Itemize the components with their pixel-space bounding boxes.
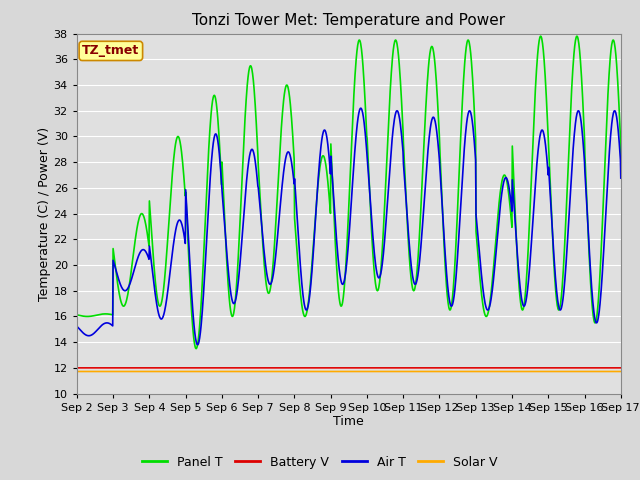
Battery V — [552, 365, 560, 371]
Panel T — [553, 300, 561, 306]
Line: Air T: Air T — [77, 108, 621, 345]
Air T — [195, 341, 202, 347]
Solar V — [194, 369, 202, 374]
Battery V — [255, 365, 262, 371]
Line: Panel T: Panel T — [77, 36, 621, 348]
Panel T — [434, 96, 442, 102]
Panel T — [617, 152, 625, 158]
Air T — [553, 291, 561, 297]
Legend: Panel T, Battery V, Air T, Solar V: Panel T, Battery V, Air T, Solar V — [138, 451, 502, 474]
Battery V — [504, 365, 512, 371]
Panel T — [505, 190, 513, 195]
Air T — [434, 139, 442, 144]
Air T — [193, 342, 201, 348]
Panel T — [193, 346, 200, 351]
Panel T — [73, 312, 81, 318]
Solar V — [504, 369, 512, 374]
Panel T — [537, 33, 545, 39]
Battery V — [73, 365, 81, 371]
Battery V — [617, 365, 625, 371]
Solar V — [255, 369, 262, 374]
Battery V — [194, 365, 202, 371]
Panel T — [195, 338, 202, 344]
Solar V — [552, 369, 560, 374]
Air T — [73, 324, 81, 329]
Title: Tonzi Tower Met: Temperature and Power: Tonzi Tower Met: Temperature and Power — [192, 13, 506, 28]
Solar V — [617, 369, 625, 374]
X-axis label: Time: Time — [333, 415, 364, 429]
Panel T — [255, 176, 263, 182]
Air T — [357, 105, 365, 111]
Solar V — [180, 369, 188, 374]
Y-axis label: Temperature (C) / Power (V): Temperature (C) / Power (V) — [38, 127, 51, 300]
Battery V — [433, 365, 441, 371]
Text: TZ_tmet: TZ_tmet — [82, 44, 140, 58]
Air T — [255, 192, 263, 198]
Air T — [180, 235, 188, 241]
Air T — [617, 175, 625, 181]
Panel T — [180, 183, 188, 189]
Air T — [505, 184, 513, 190]
Solar V — [433, 369, 441, 374]
Solar V — [73, 369, 81, 374]
Battery V — [180, 365, 188, 371]
